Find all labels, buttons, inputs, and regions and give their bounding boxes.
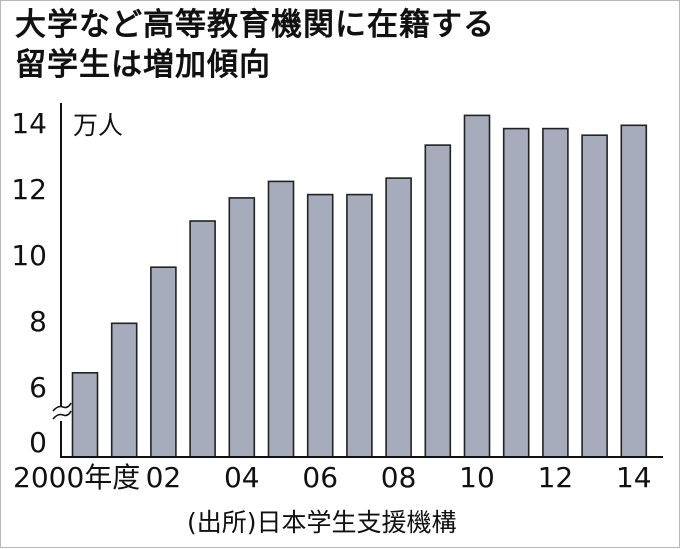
- x-tick-label-0: 2000年度: [13, 461, 140, 494]
- bar-2006: [306, 193, 334, 458]
- y-tick-label-12: 12: [11, 173, 47, 206]
- y-tick-label-14: 14: [11, 107, 47, 140]
- y-tick-label-0: 0: [29, 426, 47, 459]
- y-tick-label-6: 6: [29, 371, 47, 404]
- axis-break-mark-upper: [52, 402, 72, 412]
- x-tick-label-4: 04: [224, 461, 260, 494]
- bar-2003: [189, 220, 216, 458]
- x-tick-label-10: 10: [459, 461, 495, 494]
- bar-2014: [620, 124, 648, 458]
- chart-title: 大学など高等教育機関に在籍する 留学生は増加傾向: [15, 5, 665, 85]
- bar-2009: [424, 144, 452, 458]
- bar-2008: [385, 177, 412, 458]
- x-tick-label-14: 14: [616, 461, 652, 494]
- chart-title-line-2: 留学生は増加傾向: [15, 47, 271, 83]
- source-note: (出所)日本学生支援機構: [187, 508, 457, 537]
- bar-2002: [150, 266, 177, 458]
- bar-2005: [267, 180, 295, 458]
- y-axis-unit-label: 万人: [73, 111, 123, 140]
- bar-2010: [463, 114, 491, 458]
- x-tick-label-6: 06: [302, 461, 338, 494]
- bar-2013: [581, 134, 608, 458]
- x-tick-label-2: 02: [146, 461, 182, 494]
- y-tick-label-10: 10: [11, 239, 47, 272]
- bar-2007: [346, 193, 373, 458]
- bar-2012: [542, 127, 569, 458]
- x-tick-label-8: 08: [381, 461, 417, 494]
- bar-2000: [71, 371, 99, 458]
- y-tick-label-8: 8: [29, 305, 47, 338]
- bar-2004: [228, 197, 256, 458]
- axis-break-mark-lower: [52, 410, 72, 420]
- bar-2001: [110, 322, 138, 458]
- x-tick-label-12: 12: [538, 461, 574, 494]
- bar-2011: [502, 127, 530, 458]
- chart-title-line-1: 大学など高等教育機関に在籍する: [15, 7, 495, 43]
